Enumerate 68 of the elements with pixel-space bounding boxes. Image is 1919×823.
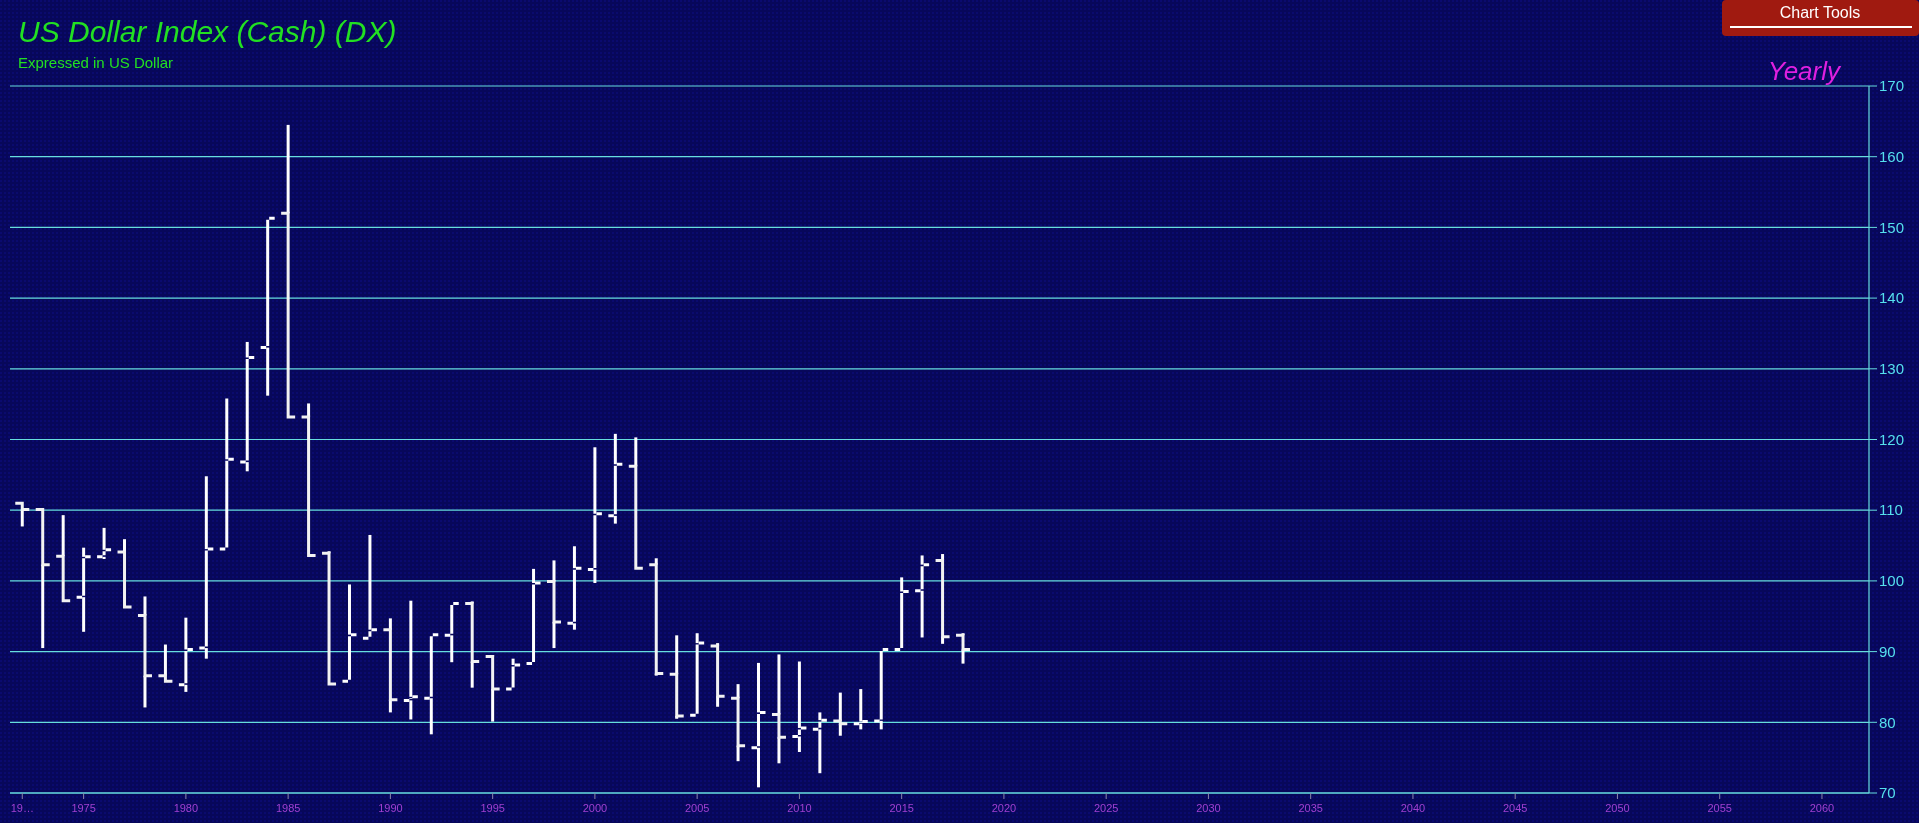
x-tick-label: 2020 (991, 802, 1017, 814)
x-tick-label: 2040 (1400, 802, 1426, 814)
x-tick-label: 2025 (1093, 802, 1119, 814)
x-tick-label: 2015 (889, 802, 914, 814)
candlestick (792, 661, 807, 752)
y-tick-label: 110 (1879, 501, 1903, 519)
y-tick-label: 70 (1879, 784, 1896, 802)
candlestick (812, 712, 827, 775)
candlestick (833, 692, 848, 736)
candlestick (35, 507, 50, 650)
candlestick (97, 526, 112, 559)
candlestick (56, 515, 71, 603)
y-tick-label: 140 (1879, 289, 1905, 307)
candlestick (567, 546, 582, 630)
x-tick-label: 1985 (275, 802, 301, 814)
candlestick (362, 533, 377, 640)
candlestick (444, 602, 459, 664)
candlestick (547, 560, 561, 650)
x-tick-label: 2055 (1707, 802, 1732, 814)
y-tick-label: 160 (1879, 147, 1905, 165)
annotation: Yearly (1767, 56, 1842, 86)
candlestick (894, 577, 909, 651)
x-tick-label: 2000 (582, 802, 608, 814)
candlestick (240, 340, 255, 472)
candlestick (526, 567, 541, 666)
candlestick (587, 447, 602, 584)
candlestick (76, 547, 91, 632)
chart-subtitle: Expressed in US Dollar (18, 54, 174, 71)
y-tick-label: 80 (1879, 713, 1896, 731)
y-tick-label: 90 (1879, 642, 1896, 660)
y-tick-label: 130 (1879, 360, 1905, 378)
chart-title: US Dollar Index (Cash) (DX) (18, 15, 397, 48)
x-tick-label: 1980 (173, 802, 199, 814)
candlestick (342, 584, 357, 683)
candlestick (219, 398, 234, 551)
x-tick-label: 2045 (1502, 802, 1528, 814)
candlestick (158, 644, 173, 683)
x-tick-label: 2030 (1196, 802, 1221, 814)
candlestick (199, 476, 214, 659)
x-tick-label: 1995 (480, 802, 505, 814)
candlestick (301, 403, 316, 557)
x-tick-label: 2050 (1605, 802, 1630, 814)
y-tick-label: 100 (1879, 572, 1905, 590)
candlestick (771, 654, 786, 764)
x-tick-label: 2010 (787, 802, 812, 814)
candlestick (690, 633, 705, 717)
chart-tools-button: Chart Tools (1722, 0, 1919, 36)
x-tick-label: 1990 (378, 802, 403, 814)
x-tick-label: 2060 (1809, 802, 1835, 814)
y-tick-label: 170 (1879, 77, 1905, 95)
candlestick (137, 596, 152, 708)
x-tick-label: 2035 (1298, 802, 1323, 814)
candlestick (281, 123, 296, 419)
candlestick (260, 216, 275, 396)
candlestick (424, 633, 439, 735)
candlestick (874, 647, 889, 730)
x-tick-label: 2005 (684, 802, 710, 814)
y-tick-label: 150 (1879, 218, 1905, 236)
x-tick-label: 19… (10, 802, 34, 814)
candlestick (178, 617, 193, 692)
y-tick-label: 120 (1879, 430, 1905, 448)
x-tick-label: 1975 (71, 802, 96, 814)
candlestick (751, 661, 766, 788)
candlestick (915, 555, 930, 638)
candlestick (506, 658, 521, 691)
candlestick (403, 600, 418, 720)
candlestick (628, 437, 643, 570)
candlestick (608, 432, 623, 524)
